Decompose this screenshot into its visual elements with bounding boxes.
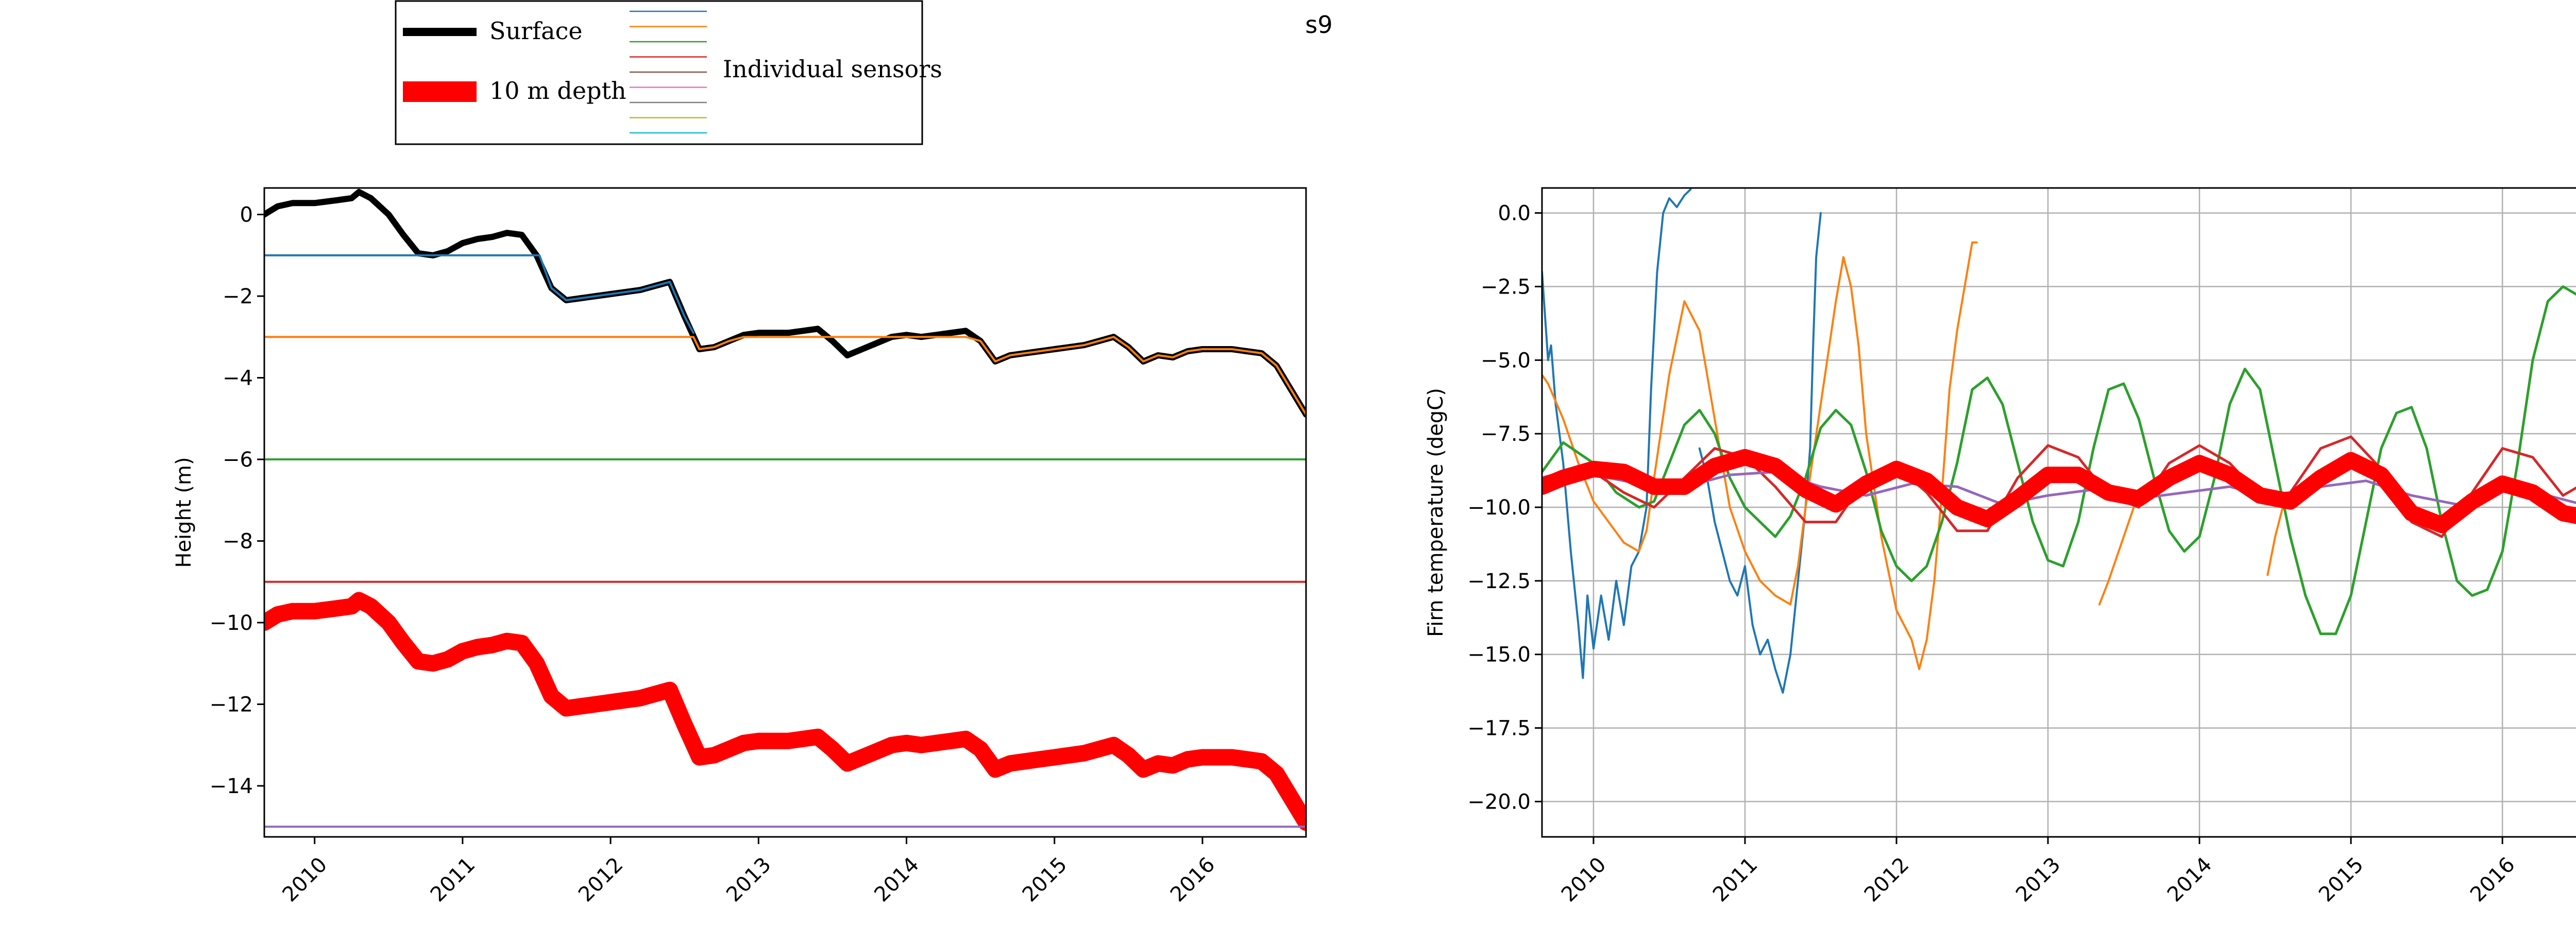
- left-plot-frame: [263, 187, 1307, 838]
- x-tick-label: 2015: [1018, 853, 1072, 907]
- surface-series-line: [264, 188, 1306, 418]
- x-tick-label: 2014: [2163, 853, 2217, 907]
- legend-sensors-label: Individual sensors: [723, 55, 942, 83]
- y-tick-label: −12: [210, 693, 253, 716]
- right-plot-frame: [1541, 187, 2576, 838]
- right-y-axis-label: Firn temperature (degC): [1424, 388, 1448, 637]
- x-tick-label: 2016: [2466, 853, 2520, 907]
- x-tick-label: 2013: [722, 853, 776, 907]
- sensor-series-line: [1542, 188, 1692, 679]
- y-tick-label: −2.5: [1481, 275, 1531, 299]
- right-grid: [1542, 188, 2576, 837]
- sensor-series-line: [1542, 285, 2576, 636]
- x-tick-label: 2011: [426, 853, 480, 907]
- y-tick-label: −10.0: [1467, 496, 1531, 520]
- x-tick-label: 2013: [2011, 853, 2065, 907]
- x-tick-label: 2010: [278, 853, 332, 907]
- y-tick-label: −4: [223, 366, 253, 390]
- y-tick-label: 0: [240, 203, 253, 227]
- y-tick-label: −12.5: [1467, 570, 1531, 593]
- sensor-series-line: [2266, 506, 2284, 576]
- x-tick-label: 2014: [870, 853, 924, 907]
- sensor-series-line: [1698, 212, 1822, 694]
- right-ticks: 2010 2011 2012 2013 2014 2015 2016 0.0 −2.5 −5.0 −…: [1467, 202, 2519, 907]
- x-tick-label: 2016: [1166, 853, 1220, 907]
- legend: Surface 10 m depth Individual sensors: [395, 0, 942, 145]
- y-tick-label: −7.5: [1481, 422, 1531, 446]
- y-tick-label: −8: [223, 529, 253, 553]
- sensor-series-line: [1542, 435, 2576, 538]
- left-y-axis-label: Height (m): [172, 457, 196, 568]
- sensor-series-line: [264, 254, 694, 334]
- left-series: [264, 188, 1306, 831]
- figure-title: s9: [1305, 11, 1332, 39]
- legend-depth-label: 10 m depth: [489, 77, 626, 105]
- 10-m-depth-series-line: [1542, 449, 2576, 534]
- sensor-series-line: [1542, 241, 1978, 671]
- sensor-series-line: [264, 336, 1306, 416]
- y-tick-label: 0.0: [1498, 202, 1531, 226]
- y-tick-label: −10: [210, 611, 253, 635]
- y-tick-label: −5.0: [1481, 349, 1531, 372]
- x-tick-label: 2012: [1860, 853, 1914, 907]
- y-tick-label: −17.5: [1467, 717, 1531, 741]
- y-tick-label: −6: [223, 448, 253, 472]
- sensor-series-line: [2098, 491, 2140, 606]
- y-tick-label: −15.0: [1467, 643, 1531, 667]
- right-chart: 2010 2011 2012 2013 2014 2015 2016 0.0 −2.5 −5.0 −…: [1424, 187, 2576, 907]
- right-series: [1542, 188, 2576, 694]
- left-ticks: 2010 2011 2012 2013 2014 2015 2016 0 −2 −4 −6 −8 −10…: [210, 203, 1220, 907]
- legend-surface-label: Surface: [489, 17, 583, 45]
- x-tick-label: 2011: [1708, 853, 1762, 907]
- 10-m-depth-series-line: [264, 592, 1306, 831]
- y-tick-label: −2: [223, 285, 253, 308]
- y-tick-label: −14: [210, 775, 253, 798]
- legend-sensor-swatches: [630, 10, 707, 134]
- x-tick-label: 2015: [2314, 853, 2368, 907]
- left-chart: 2010 2011 2012 2013 2014 2015 2016 0 −2 −4 −6 −8 −10…: [172, 187, 1307, 907]
- x-tick-label: 2010: [1557, 853, 1611, 907]
- y-tick-label: −20.0: [1467, 790, 1531, 814]
- x-tick-label: 2012: [574, 853, 628, 907]
